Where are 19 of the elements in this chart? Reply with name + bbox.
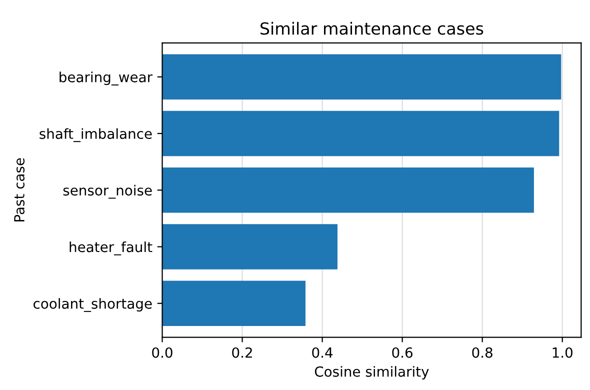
x-tick-label: 0.8 bbox=[472, 347, 492, 358]
bar bbox=[162, 110, 560, 156]
bar bbox=[162, 224, 338, 270]
y-tick-label: sensor_noise bbox=[63, 184, 152, 199]
bar bbox=[162, 280, 306, 326]
x-tick-label: 0.6 bbox=[392, 347, 412, 358]
x-tick-label: 0.2 bbox=[232, 347, 252, 358]
x-tick-label: 0.4 bbox=[312, 347, 333, 358]
bar bbox=[162, 54, 562, 100]
y-axis-title: Past case bbox=[14, 158, 25, 222]
x-tick-label: 0.0 bbox=[152, 347, 172, 358]
y-tick-label: heater_fault bbox=[70, 241, 152, 256]
y-tick-label: bearing_wear bbox=[60, 72, 153, 86]
x-axis-title: Cosine similarity bbox=[314, 366, 429, 380]
y-tick-label: shaft_imbalance bbox=[40, 128, 152, 142]
bar bbox=[162, 167, 534, 213]
chart-title: Similar maintenance cases bbox=[260, 22, 484, 35]
x-tick-label: 1.0 bbox=[552, 347, 572, 358]
y-tick-label: coolant_shortage bbox=[34, 298, 152, 312]
